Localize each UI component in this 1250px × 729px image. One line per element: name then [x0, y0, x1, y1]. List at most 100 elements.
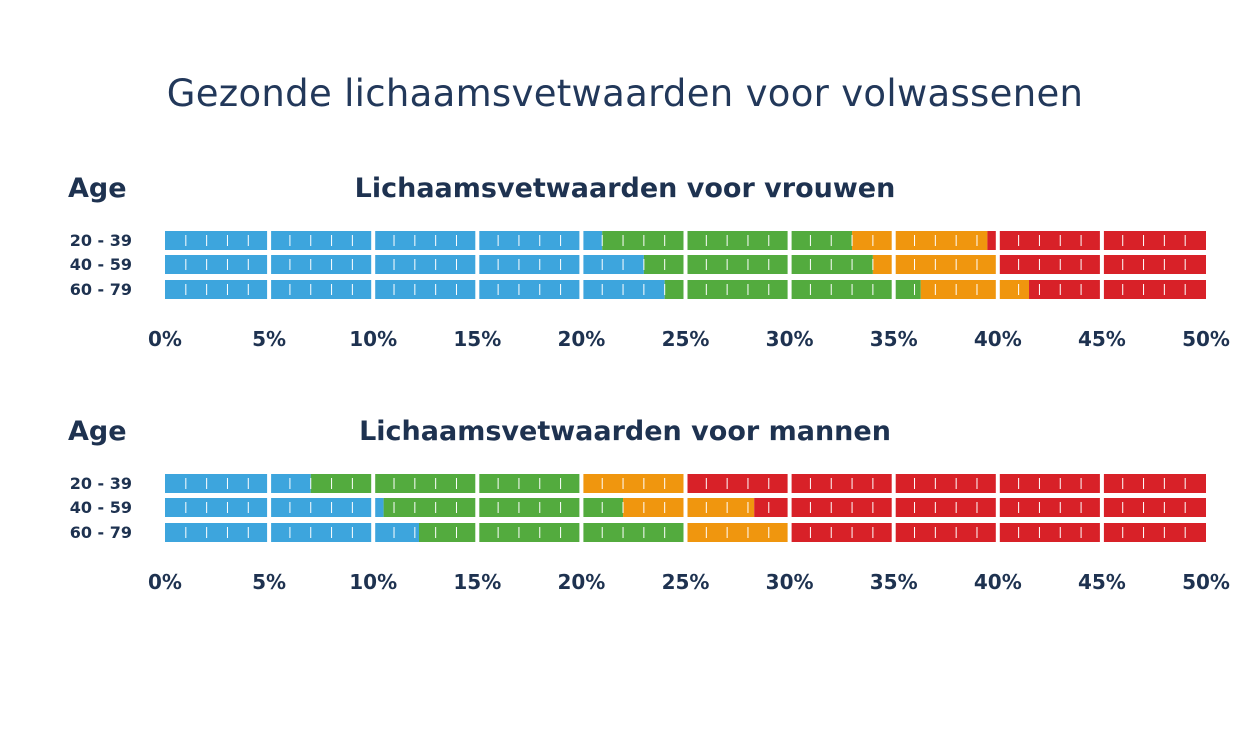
major-gap	[267, 279, 272, 300]
major-gap	[267, 522, 272, 543]
major-gap	[371, 254, 376, 275]
women-chart-panel: Age Lichaamsvetwaarden voor vrouwen 20 -…	[0, 165, 1250, 365]
age-row-label: 40 - 59	[70, 498, 132, 517]
major-gap	[267, 497, 272, 518]
major-gap	[475, 473, 480, 494]
x-tick-label: 5%	[252, 570, 286, 594]
bar-segment-green	[310, 474, 582, 493]
major-gap	[475, 230, 480, 251]
x-tick-label: 45%	[1078, 327, 1126, 351]
page-title: Gezonde lichaamsvetwaarden voor volwasse…	[166, 72, 1084, 115]
bar-segment-red	[1029, 280, 1206, 299]
age-heading: Age	[68, 416, 127, 447]
age-row-label: 60 - 79	[70, 523, 132, 542]
age-heading: Age	[68, 173, 127, 204]
major-gap	[371, 522, 376, 543]
x-tick-label: 35%	[870, 327, 918, 351]
major-gap	[787, 230, 792, 251]
major-gap	[995, 279, 1000, 300]
major-gap	[475, 522, 480, 543]
major-gap	[787, 279, 792, 300]
age-row-label: 20 - 39	[70, 474, 132, 493]
bar-segment-green	[419, 523, 686, 542]
bar-segment-green	[383, 498, 624, 517]
major-gap	[267, 254, 272, 275]
bar-segment-orange	[685, 523, 790, 542]
major-gap	[579, 522, 584, 543]
major-gap	[371, 230, 376, 251]
bar-segment-blue	[165, 523, 420, 542]
bar-segment-blue	[165, 498, 384, 517]
major-gap	[579, 254, 584, 275]
x-tick-label: 10%	[349, 327, 397, 351]
major-gap	[683, 497, 688, 518]
x-tick-label: 45%	[1078, 570, 1126, 594]
x-tick-label: 15%	[453, 327, 501, 351]
x-tick-label: 30%	[766, 327, 814, 351]
major-gap	[1099, 279, 1104, 300]
major-gap	[1099, 473, 1104, 494]
major-gap	[267, 473, 272, 494]
x-tick-label: 20%	[557, 570, 605, 594]
major-gap	[995, 522, 1000, 543]
major-gap	[683, 254, 688, 275]
major-gap	[891, 279, 896, 300]
major-gap	[787, 254, 792, 275]
x-tick-label: 30%	[766, 570, 814, 594]
age-row-label: 40 - 59	[70, 255, 132, 274]
major-gap	[475, 279, 480, 300]
major-gap	[787, 473, 792, 494]
major-gap	[371, 497, 376, 518]
age-row-label: 20 - 39	[70, 231, 132, 250]
major-gap	[995, 497, 1000, 518]
x-tick-label: 0%	[148, 327, 182, 351]
men-chart: 20 - 39 40 - 59 60 - 79 0% 5% 10% 15% 20% 25% 30%…	[70, 473, 1230, 594]
major-gap	[891, 522, 896, 543]
bar-segment-orange	[623, 498, 755, 517]
x-tick-label: 50%	[1182, 327, 1230, 351]
major-gap	[787, 522, 792, 543]
x-tick-label: 25%	[662, 570, 710, 594]
bar-segment-blue	[165, 474, 311, 493]
major-gap	[371, 279, 376, 300]
x-tick-label: 50%	[1182, 570, 1230, 594]
x-tick-label: 20%	[557, 327, 605, 351]
x-tick-label: 0%	[148, 570, 182, 594]
bar-segment-red	[685, 474, 1206, 493]
major-gap	[371, 473, 376, 494]
x-tick-label: 5%	[252, 327, 286, 351]
age-row-label: 60 - 79	[70, 280, 132, 299]
major-gap	[891, 254, 896, 275]
major-gap	[1099, 230, 1104, 251]
bar-segment-green	[643, 255, 873, 274]
chart-title-men: Lichaamsvetwaarden voor mannen	[359, 416, 891, 447]
major-gap	[579, 230, 584, 251]
major-gap	[787, 497, 792, 518]
major-gap	[1099, 254, 1104, 275]
major-gap	[475, 497, 480, 518]
men-chart-panel: Age Lichaamsvetwaarden voor mannen 20 - …	[0, 408, 1250, 608]
major-gap	[267, 230, 272, 251]
x-tick-label: 15%	[453, 570, 501, 594]
major-gap	[579, 279, 584, 300]
major-gap	[579, 497, 584, 518]
major-gap	[995, 230, 1000, 251]
x-tick-label: 10%	[349, 570, 397, 594]
major-gap	[1099, 497, 1104, 518]
bar-segment-orange	[581, 474, 686, 493]
x-tick-label: 40%	[974, 570, 1022, 594]
major-gap	[891, 497, 896, 518]
major-gap	[995, 473, 1000, 494]
x-tick-label: 25%	[662, 327, 710, 351]
bar-segment-orange	[852, 231, 988, 250]
bar-segment-red	[754, 498, 1206, 517]
major-gap	[683, 279, 688, 300]
bar-segment-red	[987, 231, 1206, 250]
bar-segment-green	[664, 280, 921, 299]
major-gap	[683, 473, 688, 494]
bar-segment-orange	[920, 280, 1030, 299]
x-tick-label: 40%	[974, 327, 1022, 351]
bar-segment-blue	[165, 255, 644, 274]
major-gap	[891, 473, 896, 494]
bar-segment-blue	[165, 231, 603, 250]
